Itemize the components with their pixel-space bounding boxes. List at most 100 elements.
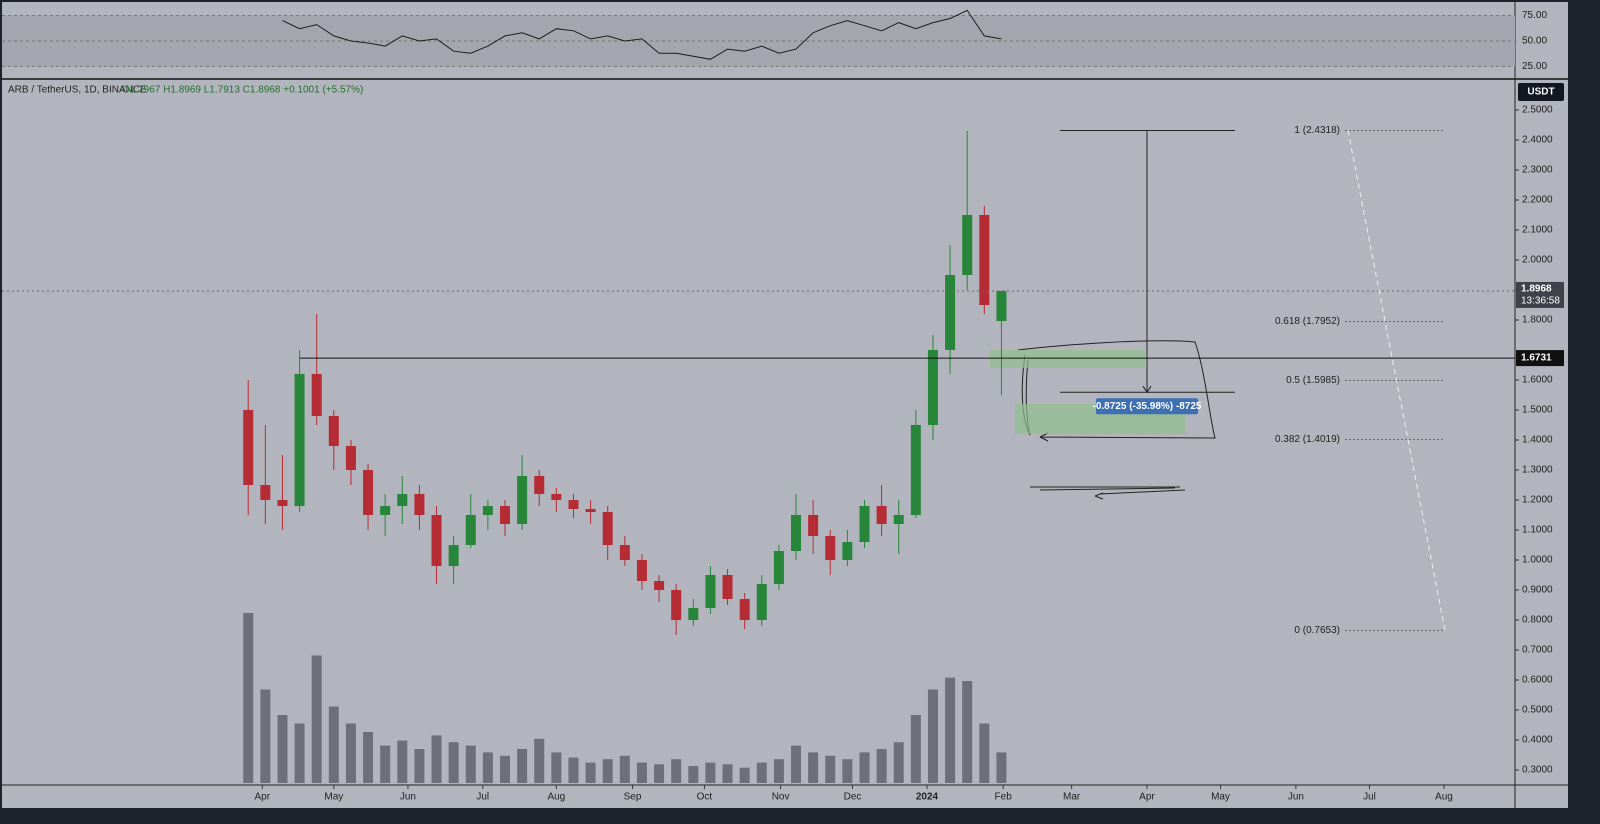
x-tick-label: Mar [1063,792,1081,803]
x-tick-label: Jul [1363,792,1376,803]
y-tick-label: 2.3000 [1522,165,1553,176]
x-tick-label: Apr [254,792,270,803]
volume-bar [243,613,254,783]
candle-body [739,599,750,620]
volume-bar [500,755,510,783]
candle-body [910,425,921,515]
measure-arrowhead [1142,385,1152,394]
candle-body [705,575,716,608]
y-tick-label: 0.5000 [1522,705,1553,716]
y-tick-label: 1.3000 [1522,465,1553,476]
x-tick-label: Jul [476,792,489,803]
candle-body [654,581,665,590]
y-tick-label: 1.1000 [1522,525,1553,536]
candle-body [893,515,904,524]
x-tick-label: 2024 [916,792,939,803]
x-tick-label: Jun [1288,792,1304,803]
y-tick-label: 2.0000 [1522,255,1553,266]
fib-label: 0.618 (1.7952) [1275,316,1340,327]
volume-bar [893,742,904,783]
candle-body [465,515,476,545]
candle-body [277,500,288,506]
last-price-badge [1516,281,1564,308]
candle-body [808,515,819,536]
volume-bar [979,723,990,783]
volume-bar [363,732,374,783]
volume-bar [517,749,528,783]
rsi-line [282,9,1002,60]
x-tick-label: May [324,792,343,803]
volume-bar [636,762,647,783]
candle-body [979,215,990,305]
y-tick-label: 2.2000 [1522,195,1553,206]
volume-bar [465,745,476,783]
candle-body [859,506,870,542]
demand-zone [990,350,1145,368]
candle-body [311,374,322,416]
candle-body [568,500,579,509]
candle-body [773,551,784,584]
last-price-label: 1.8968 [1521,284,1552,295]
volume-bar [568,757,579,783]
volume-bar [585,762,596,783]
y-tick-label: 1.8000 [1522,315,1553,326]
candle-body [517,476,528,524]
rsi-tick-label: 50.00 [1522,36,1547,47]
candle-body [756,584,767,620]
volume-bar [808,752,819,783]
y-tick-label: 0.7000 [1522,645,1553,656]
ohlc-values: O1.7967 H1.8969 L1.7913 C1.8968 +0.1001 … [122,85,363,96]
volume-bar [876,749,887,783]
rsi-tick-label: 75.00 [1522,10,1547,21]
candle-body [363,470,374,515]
y-tick-label: 2.5000 [1522,105,1553,116]
candle-body [722,575,733,599]
volume-bar [294,723,305,783]
y-tick-label: 2.4000 [1522,135,1553,146]
x-tick-label: May [1211,792,1230,803]
fib-label: 0 (0.7653) [1294,625,1340,636]
x-tick-label: Oct [697,792,713,803]
freehand-outline [1017,340,1216,442]
volume-bar [859,752,870,783]
candle-body [294,374,305,506]
volume-bar [825,755,836,783]
candle-body [927,350,938,425]
volume-bar [842,759,853,783]
candle-body [671,590,682,620]
fib-label: 1 (2.4318) [1294,125,1340,136]
level-label: 1.6731 [1521,353,1552,364]
fib-label: 0.382 (1.4019) [1275,434,1340,445]
candle-body [328,416,339,446]
x-tick-label: Jun [400,792,416,803]
volume-bar [722,764,733,783]
freehand-scribble [1030,486,1186,500]
y-tick-label: 0.3000 [1522,765,1553,776]
candle-body [842,542,853,560]
volume-bar [791,745,802,783]
volume-bar [739,767,750,783]
volume-bar [345,723,356,783]
candle-body [380,506,391,515]
volume-bar [705,762,716,783]
y-tick-label: 1.0000 [1522,555,1553,566]
y-tick-label: 2.1000 [1522,225,1553,236]
volume-bar [619,755,630,783]
y-tick-label: 1.6000 [1522,375,1553,386]
candle-body [945,275,956,350]
countdown-label: 13:36:58 [1521,296,1560,307]
volume-bar [910,715,921,783]
volume-bar [397,740,408,783]
volume-bar [962,681,973,783]
volume-bar [482,752,493,783]
candle-body [602,512,613,545]
candle-body [636,560,647,581]
volume-bar [756,762,767,783]
volume-bar [927,689,938,783]
volume-bar [328,706,339,783]
candle-body [996,290,1007,321]
currency-label: USDT [1527,87,1554,98]
candle-body [825,536,836,560]
candle-body [345,446,356,470]
